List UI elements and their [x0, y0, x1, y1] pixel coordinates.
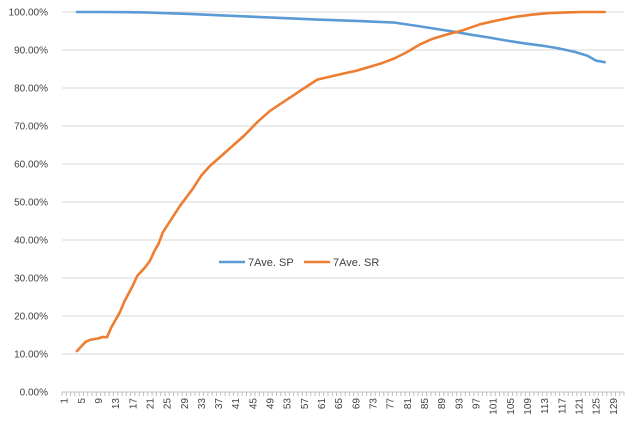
- x-tick-label: 73: [369, 398, 380, 410]
- x-tick-label: 89: [437, 398, 448, 410]
- y-tick-label: 30.00%: [14, 274, 48, 285]
- y-tick-label: 90.00%: [14, 46, 48, 57]
- legend-label-2: 7Ave. SR: [333, 257, 379, 269]
- x-tick-label: 69: [351, 398, 362, 410]
- x-tick-label: 29: [180, 398, 191, 410]
- y-tick-label: 10.00%: [14, 350, 48, 361]
- x-tick-label: 5: [77, 398, 88, 404]
- legend-label-1: 7Ave. SP: [248, 257, 294, 269]
- x-tick-label: 77: [386, 398, 397, 410]
- x-tick-label: 49: [266, 398, 277, 410]
- x-tick-label: 117: [557, 398, 568, 414]
- x-tick-label: 129: [609, 398, 620, 415]
- x-tick-label: 9: [94, 398, 105, 404]
- y-axis-ticks: 0.00% 10.00% 20.00% 30.00% 40.00% 50.00% 60.00…: [9, 8, 49, 399]
- x-tick-label: 125: [592, 398, 603, 415]
- grid: [62, 11, 624, 355]
- x-tick-label: 121: [574, 398, 585, 415]
- x-tick-label: 93: [454, 398, 465, 410]
- y-tick-label: 50.00%: [14, 198, 48, 209]
- x-tick-label: 109: [523, 398, 534, 415]
- x-tick-label: 33: [197, 398, 208, 410]
- x-tick-label: 85: [420, 398, 431, 410]
- x-tick-label: 21: [145, 398, 156, 410]
- series-group: [75, 10, 606, 353]
- x-tick-label: 57: [300, 398, 311, 410]
- x-tick-label: 97: [471, 398, 482, 410]
- x-tick-label: 105: [506, 398, 517, 415]
- x-tick-label: 17: [128, 398, 139, 410]
- x-tick-label: 45: [248, 398, 259, 410]
- x-tick-label: 53: [283, 398, 294, 410]
- x-tick-label: 37: [214, 398, 225, 410]
- legend: 7Ave. SP 7Ave. SR: [219, 257, 379, 269]
- y-tick-label: 70.00%: [14, 122, 48, 133]
- x-tick-label: 113: [540, 398, 551, 414]
- x-tick-label: 81: [403, 398, 414, 410]
- x-tick-label: 41: [231, 398, 242, 410]
- x-tick-label: 65: [334, 398, 345, 410]
- y-tick-label: 100.00%: [9, 8, 49, 19]
- y-tick-label: 60.00%: [14, 160, 48, 171]
- y-tick-label: 80.00%: [14, 84, 48, 95]
- x-tick-label: 61: [317, 398, 328, 410]
- x-tick-label: 25: [163, 398, 174, 410]
- y-tick-label: 20.00%: [14, 312, 48, 323]
- x-axis: 1 5 9 13 17 21 25 29 33 37 41 45 49 53 57 61 65 69 73 77 81 8…: [60, 391, 625, 415]
- y-tick-label: 40.00%: [14, 236, 48, 247]
- x-tick-label: 1: [60, 398, 71, 404]
- x-tick-label: 101: [489, 398, 500, 415]
- series-line-1: [75, 10, 606, 64]
- series-line-2: [75, 10, 606, 353]
- x-tick-label: 13: [111, 398, 122, 410]
- y-tick-label: 0.00%: [20, 388, 48, 399]
